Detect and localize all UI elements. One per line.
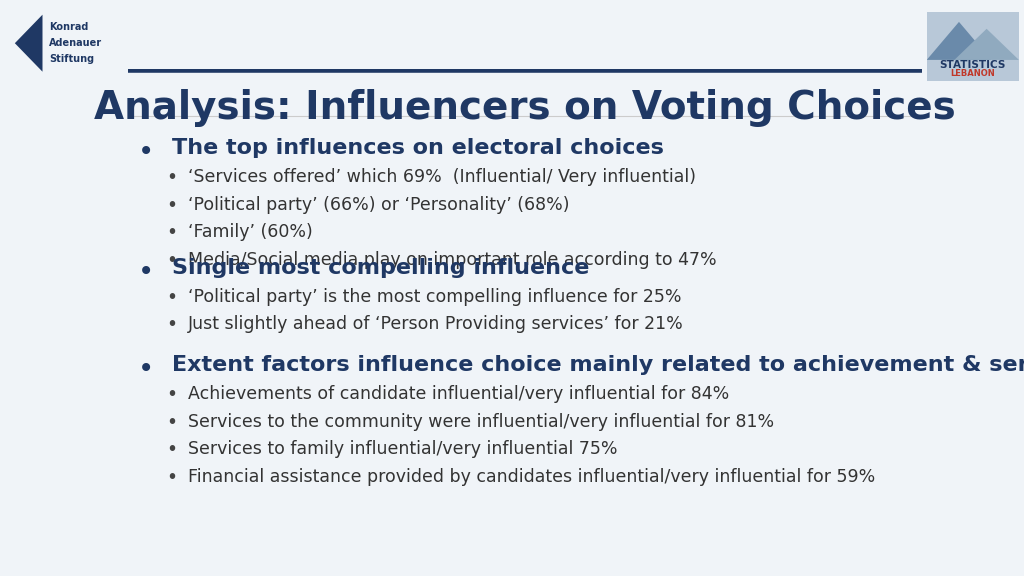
Text: •: • (166, 195, 177, 214)
Text: ‘Services offered’ which 69%  (Influential/ Very influential): ‘Services offered’ which 69% (Influentia… (187, 168, 695, 186)
Polygon shape (954, 29, 1019, 60)
Text: ‘Political party’ is the most compelling influence for 25%: ‘Political party’ is the most compelling… (187, 288, 681, 306)
Text: •: • (166, 468, 177, 487)
Polygon shape (14, 15, 43, 72)
Polygon shape (927, 22, 991, 60)
Text: •: • (166, 251, 177, 270)
Text: Achievements of candidate influential/very influential for 84%: Achievements of candidate influential/ve… (187, 385, 729, 403)
Text: •: • (166, 440, 177, 459)
Text: •: • (137, 138, 154, 166)
Text: Just slightly ahead of ‘Person Providing services’ for 21%: Just slightly ahead of ‘Person Providing… (187, 315, 683, 334)
Text: Single most compelling influence: Single most compelling influence (172, 257, 589, 278)
Text: •: • (166, 168, 177, 187)
Text: The top influences on electoral choices: The top influences on electoral choices (172, 138, 664, 158)
Text: Services to the community were influential/very influential for 81%: Services to the community were influenti… (187, 413, 774, 431)
Text: Media/Social media play on important role according to 47%: Media/Social media play on important rol… (187, 251, 716, 268)
Text: Extent factors influence choice mainly related to achievement & services: Extent factors influence choice mainly r… (172, 355, 1024, 375)
Text: •: • (137, 257, 154, 286)
Text: Adenauer: Adenauer (49, 38, 102, 48)
Text: ‘Family’ (60%): ‘Family’ (60%) (187, 223, 312, 241)
Text: Financial assistance provided by candidates influential/very influential for 59%: Financial assistance provided by candida… (187, 468, 874, 486)
Text: Services to family influential/very influential 75%: Services to family influential/very infl… (187, 440, 617, 458)
Text: •: • (166, 315, 177, 334)
Text: LEBANON: LEBANON (950, 69, 995, 78)
Text: •: • (166, 413, 177, 432)
Text: Stiftung: Stiftung (49, 54, 94, 64)
Text: Konrad: Konrad (49, 22, 88, 32)
Text: •: • (166, 288, 177, 307)
Text: ‘Political party’ (66%) or ‘Personality’ (68%): ‘Political party’ (66%) or ‘Personality’… (187, 195, 569, 214)
Text: Analysis: Influencers on Voting Choices: Analysis: Influencers on Voting Choices (94, 89, 955, 127)
Text: •: • (137, 355, 154, 383)
Text: STATISTICS: STATISTICS (940, 60, 1006, 70)
Text: •: • (166, 223, 177, 242)
Text: •: • (166, 385, 177, 404)
